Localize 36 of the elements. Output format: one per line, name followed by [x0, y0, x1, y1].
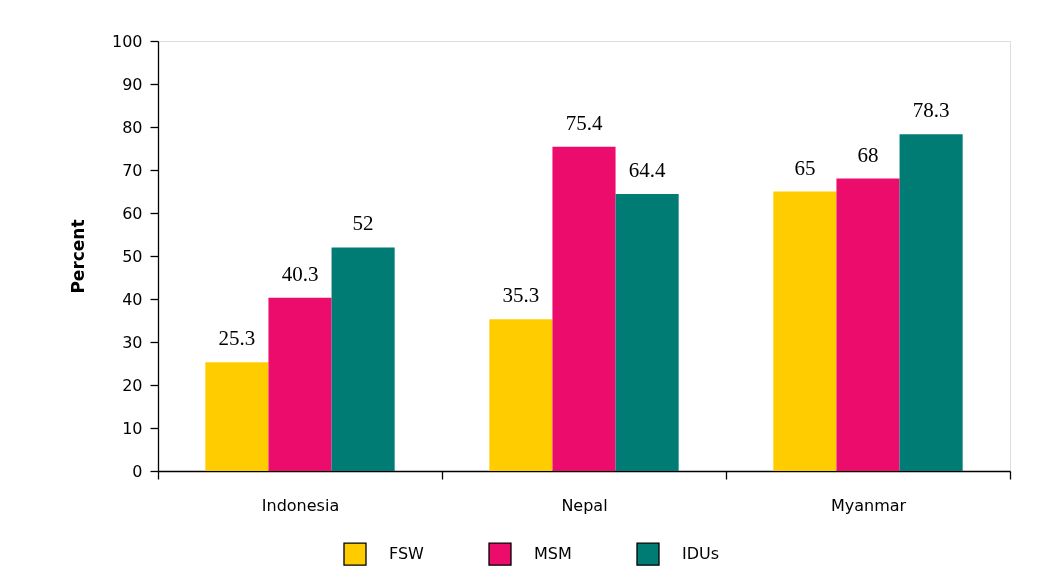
y-tick-label: 50: [122, 246, 143, 266]
y-axis-title: Percent: [67, 219, 88, 294]
data-label: 78.3: [912, 98, 950, 123]
y-tick-label: 70: [122, 160, 143, 180]
bar: [899, 134, 963, 471]
x-tick-label: Myanmar: [830, 495, 907, 515]
y-tick-label: 10: [122, 418, 143, 438]
bar: [489, 319, 553, 471]
data-label: 64.4: [628, 158, 666, 183]
bar: [331, 247, 395, 471]
y-tick-label: 100: [111, 31, 143, 51]
y-tick-label: 90: [122, 74, 143, 94]
bar: [268, 297, 332, 471]
y-tick-label: 40: [122, 289, 143, 309]
y-tick-label: 80: [122, 117, 143, 137]
y-tick-label: 0: [132, 461, 143, 481]
legend-label: FSW: [389, 544, 425, 564]
data-label: 25.3: [218, 326, 256, 351]
bar: [205, 362, 269, 471]
legend-label: IDUs: [682, 544, 720, 564]
y-tick-label: 20: [122, 375, 143, 395]
bar: [773, 191, 837, 471]
data-label: 35.3: [502, 283, 540, 308]
bar: [615, 194, 679, 471]
y-tick-label: 60: [122, 203, 143, 223]
bar: [552, 146, 616, 471]
legend-label: MSM: [534, 544, 572, 564]
x-tick-label: Nepal: [561, 495, 608, 515]
data-label: 65: [794, 155, 816, 180]
x-tick-label: Indonesia: [261, 495, 340, 515]
data-label: 75.4: [565, 110, 603, 135]
bar: [836, 178, 900, 471]
data-label: 68: [857, 142, 879, 167]
data-label: 52: [352, 211, 374, 236]
y-tick-label: 30: [122, 332, 143, 352]
data-label: 40.3: [281, 261, 319, 286]
